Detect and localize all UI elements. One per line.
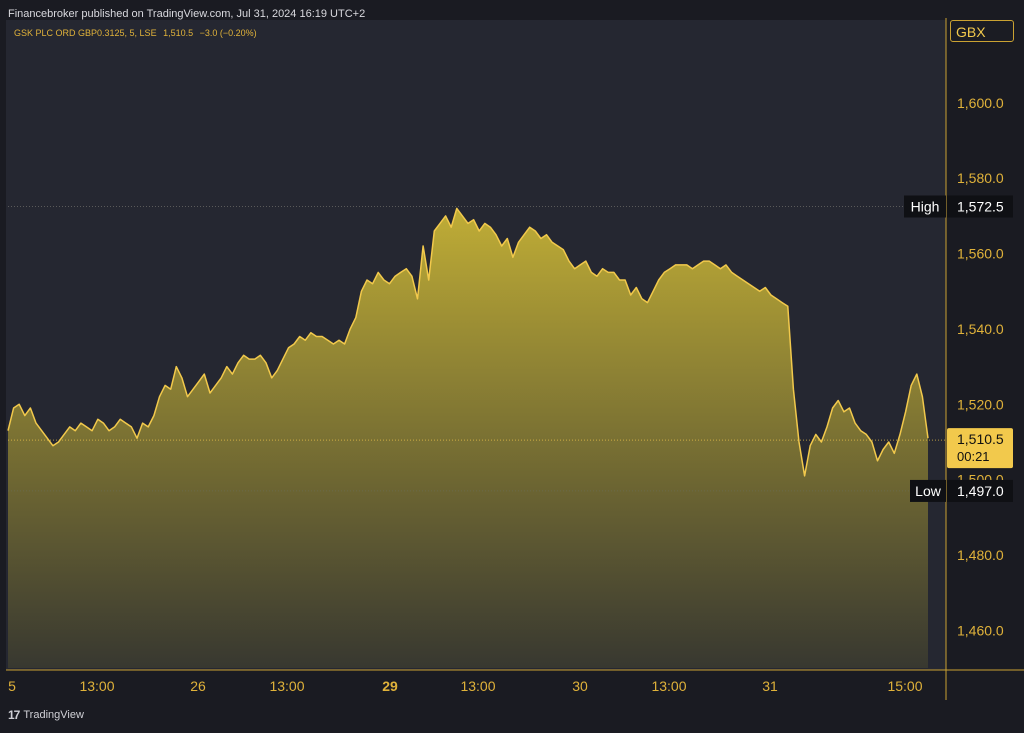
high-value: 1,572.5 [957,198,1004,214]
x-tick-label: 29 [382,678,398,694]
price-axis[interactable]: 1,460.01,480.01,500.01,520.01,540.01,560… [957,20,1004,639]
low-value: 1,497.0 [957,483,1004,499]
price-area-fill [8,208,928,668]
price-line [7,207,929,477]
symbol-info: GSK PLC ORD GBP0.3125, 5, LSE [14,28,157,38]
low-value-bg [947,479,1013,502]
last-price-tag [947,428,1013,469]
x-tick-label: 15:00 [887,678,922,694]
x-tick-label: 31 [762,678,778,694]
tradingview-logo-icon: 17 [8,708,20,722]
symbol-legend: GSK PLC ORD GBP0.3125, 5, LSE 1,510.5 −3… [14,28,261,38]
y-tick-label: 1,460.0 [957,622,1004,638]
y-tick-label: 1,480.0 [957,547,1004,563]
x-tick-label: 13:00 [460,678,495,694]
low-tag-bg [910,479,946,502]
high-tag-bg [904,195,946,218]
publisher-caption: Financebroker published on TradingView.c… [8,8,366,20]
x-tick-label: 13:00 [651,678,686,694]
brand-name: TradingView [23,709,84,721]
tradingview-brand[interactable]: 17 TradingView [8,708,84,722]
high-label: High [911,198,940,214]
low-label: Low [915,483,942,499]
y-tick-label: 1,520.0 [957,396,1004,412]
y-tick-label: 1,580.0 [957,170,1004,186]
high-value-bg [947,195,1013,218]
last-price-value: 1,510.5 [163,28,194,38]
x-tick-label: 5 [8,678,16,694]
y-tick-label: 1,540.0 [957,321,1004,337]
x-tick-label: 30 [572,678,588,694]
y-tick-label: 1,600.0 [957,95,1004,111]
x-tick-label: 13:00 [269,678,304,694]
x-tick-label: 13:00 [79,678,114,694]
bar-countdown: 00:21 [957,449,990,464]
x-tick-label: 26 [190,678,206,694]
time-axis[interactable]: 5 13:00 26 13:00 29 13:00 30 13:00 31 15:00 [8,678,923,694]
currency-button[interactable]: GBX [950,20,1014,42]
y-tick-label: 1,560.0 [957,246,1004,262]
price-change: −3.0 (−0.20%) [199,28,257,38]
last-price-tag-value: 1,510.5 [957,431,1004,447]
